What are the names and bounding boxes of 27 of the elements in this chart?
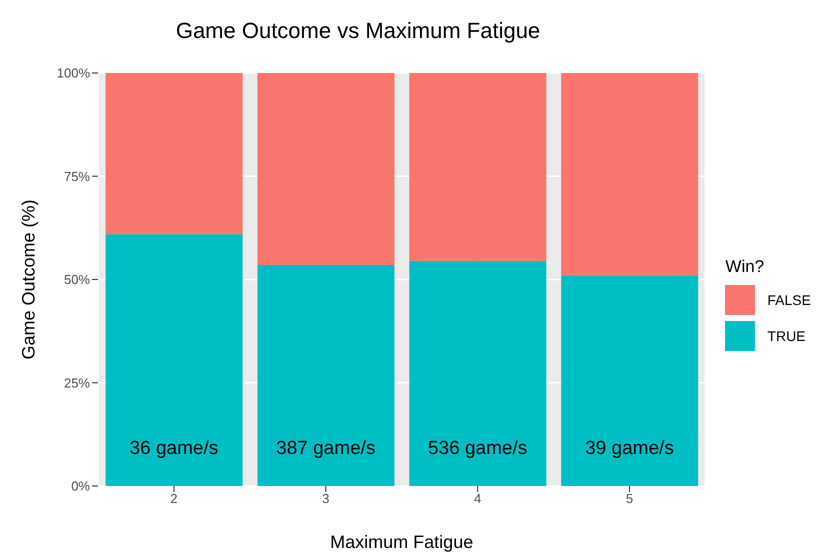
chart-title: Game Outcome vs Maximum Fatigue <box>174 17 542 45</box>
x-tick-label: 4 <box>474 491 482 506</box>
annotation: 39 game/s <box>585 438 674 459</box>
x-axis-title: Maximum Fatigue <box>330 532 474 552</box>
x-tick-label: 5 <box>626 491 634 506</box>
x-tick-label: 3 <box>322 491 330 506</box>
annotation: 387 game/s <box>276 438 376 459</box>
annotation: 36 game/s <box>130 438 218 459</box>
y-tick-label: 50% <box>64 272 90 288</box>
bar <box>561 73 698 276</box>
legend-label: TRUE <box>767 328 806 344</box>
bar <box>409 73 546 261</box>
bar <box>257 73 394 266</box>
y-tick-label: 0% <box>71 478 90 494</box>
bar <box>409 260 546 486</box>
legend-label: FALSE <box>767 292 811 308</box>
bar <box>106 73 243 234</box>
legend-title: Win? <box>725 257 766 277</box>
bar <box>257 265 394 486</box>
bar <box>561 275 698 486</box>
annotation: 536 game/s <box>428 438 528 459</box>
y-tick-label: 75% <box>64 168 90 184</box>
x-tick-label: 2 <box>170 491 178 506</box>
y-tick-label: 25% <box>64 375 90 390</box>
y-axis-title: Game Outcome (%) <box>18 199 38 360</box>
bar <box>106 234 243 486</box>
y-tick-label: 100% <box>56 66 90 81</box>
